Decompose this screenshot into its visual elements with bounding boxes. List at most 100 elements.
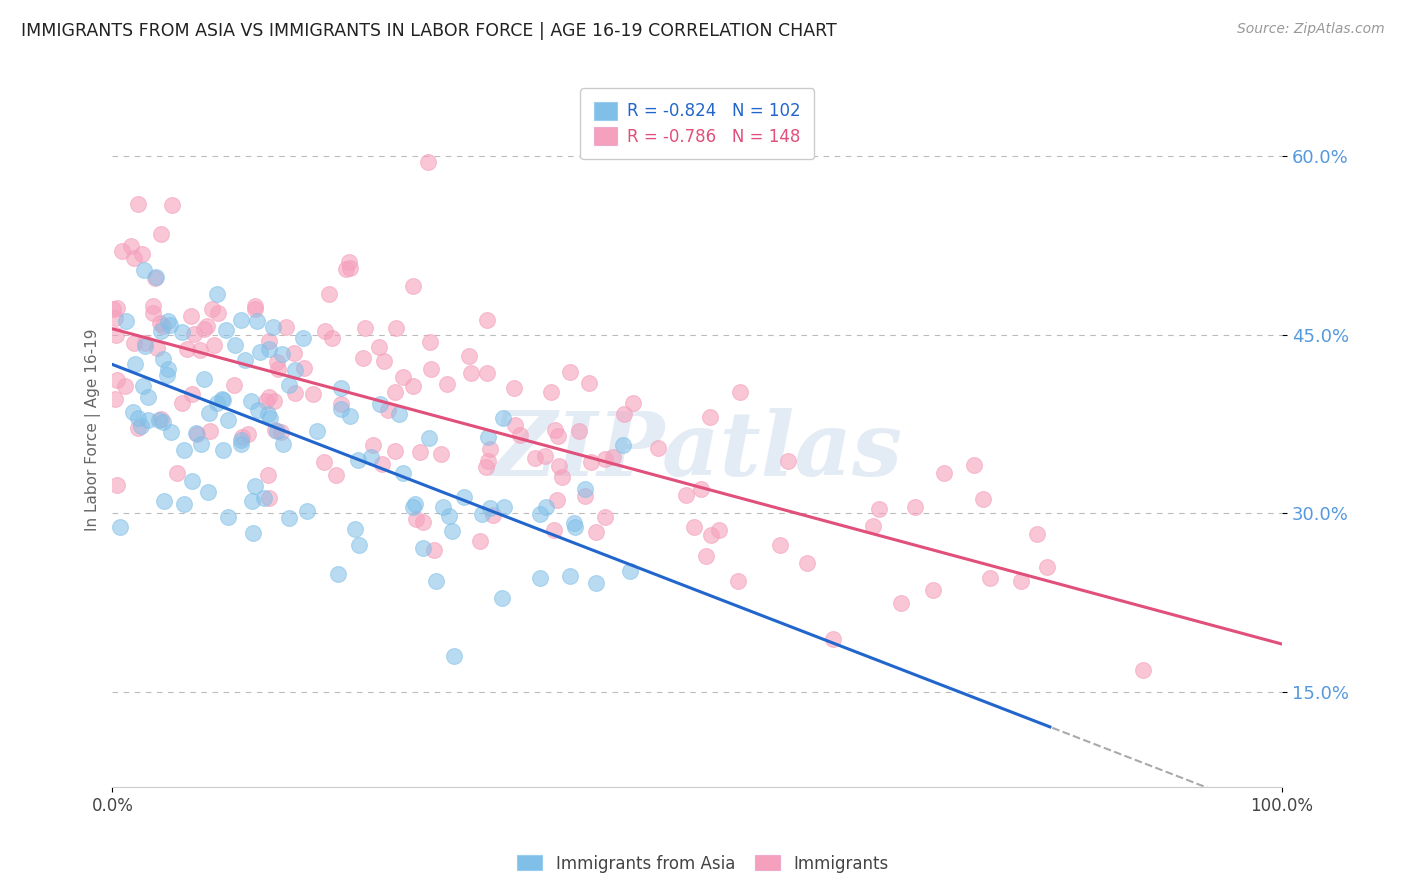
Point (534, 500, 557, 514)
Point (468, 533, 491, 548)
Point (619, 564, 641, 578)
Point (492, 500, 515, 515)
Point (479, 501, 502, 516)
Point (105, 373, 128, 387)
Point (142, 306, 165, 320)
Point (1026, 527, 1049, 541)
Point (329, 381, 352, 395)
Point (347, 538, 370, 552)
Point (509, 427, 531, 442)
Point (253, 491, 276, 506)
Point (217, 413, 239, 427)
Point (292, 361, 315, 376)
Point (236, 427, 259, 442)
Point (127, 421, 149, 435)
Point (257, 342, 280, 356)
Point (254, 393, 277, 408)
Point (502, 381, 524, 395)
Point (108, 520, 131, 534)
Point (205, 286, 228, 301)
Point (418, 155, 440, 169)
Point (207, 305, 229, 319)
Point (274, 320, 297, 334)
Point (217, 509, 239, 524)
Legend: Immigrants from Asia, Immigrants: Immigrants from Asia, Immigrants (510, 848, 896, 880)
Point (979, 570, 1001, 584)
Point (264, 423, 287, 437)
Point (405, 512, 427, 526)
Point (172, 396, 194, 410)
Point (647, 442, 669, 456)
Point (104, 310, 127, 325)
Point (430, 447, 453, 461)
Point (231, 429, 253, 443)
Point (122, 335, 145, 350)
Point (564, 520, 586, 534)
Point (131, 246, 153, 260)
Point (344, 522, 367, 536)
Point (312, 455, 335, 469)
Point (292, 331, 315, 345)
Point (776, 454, 799, 468)
Point (152, 351, 174, 366)
Point (190, 437, 212, 451)
Point (337, 254, 360, 268)
Point (439, 509, 461, 524)
Point (547, 429, 569, 443)
Point (239, 393, 262, 408)
Point (574, 489, 596, 503)
Point (211, 392, 233, 406)
Point (574, 482, 596, 496)
Point (156, 362, 179, 376)
Point (475, 366, 498, 380)
Point (115, 313, 138, 327)
Point (453, 490, 475, 504)
Point (482, 508, 505, 523)
Point (266, 355, 288, 369)
Point (145, 269, 167, 284)
Point (329, 401, 352, 416)
Point (211, 443, 233, 458)
Point (159, 318, 181, 332)
Point (188, 343, 211, 357)
Y-axis label: In Labor Force | Age 16-19: In Labor Force | Age 16-19 (86, 328, 101, 531)
Point (302, 387, 325, 401)
Point (419, 334, 441, 349)
Point (257, 407, 280, 421)
Point (105, 301, 128, 316)
Point (932, 467, 955, 481)
Point (284, 363, 307, 377)
Point (197, 319, 219, 334)
Point (148, 413, 170, 427)
Point (193, 321, 215, 335)
Point (529, 572, 551, 586)
Point (422, 543, 444, 558)
Point (231, 312, 253, 326)
Point (173, 497, 195, 511)
Point (186, 426, 208, 441)
Point (205, 396, 228, 410)
Point (388, 407, 411, 421)
Point (690, 482, 713, 496)
Point (768, 538, 790, 552)
Point (335, 261, 357, 276)
Point (153, 493, 176, 508)
Point (727, 574, 749, 588)
Point (585, 576, 607, 591)
Point (544, 423, 567, 437)
Point (172, 326, 194, 340)
Point (621, 396, 644, 410)
Point (271, 437, 294, 451)
Point (149, 325, 172, 339)
Point (246, 403, 269, 417)
Point (180, 309, 202, 323)
Point (184, 425, 207, 440)
Point (136, 413, 159, 427)
Point (339, 261, 361, 276)
Point (377, 403, 399, 417)
Legend: R = -0.824   N = 102, R = -0.786   N = 148: R = -0.824 N = 102, R = -0.786 N = 148 (581, 88, 814, 159)
Point (1036, 559, 1059, 574)
Point (183, 327, 205, 342)
Point (263, 393, 285, 408)
Point (155, 368, 177, 382)
